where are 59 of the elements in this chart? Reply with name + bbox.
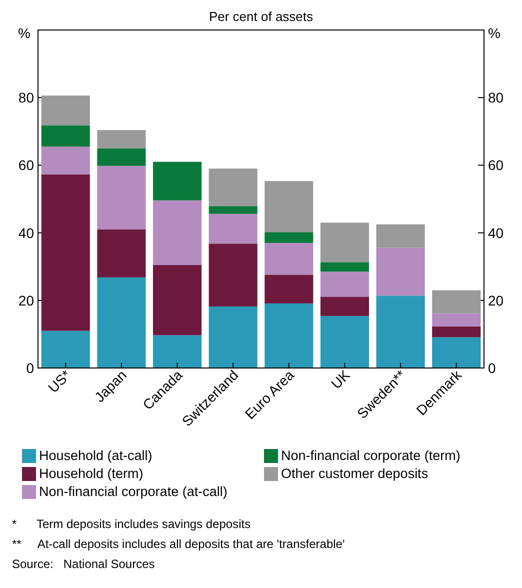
y-axis-title: %	[18, 25, 30, 41]
bar	[208, 214, 258, 244]
bar	[264, 181, 314, 232]
bar	[97, 229, 146, 278]
y-tick-label: 0	[26, 360, 34, 376]
bar	[320, 316, 370, 368]
bar	[152, 200, 202, 265]
bar	[432, 326, 481, 338]
bar	[432, 290, 481, 314]
legend-label: Household (term)	[39, 466, 144, 481]
bar	[41, 96, 90, 126]
bar	[376, 296, 425, 368]
x-tick-label: UK	[328, 366, 354, 392]
legend-label: Non-financial corporate (term)	[281, 448, 460, 463]
chart-title: Per cent of assets	[208, 9, 314, 24]
bar	[41, 125, 90, 147]
bar	[320, 272, 370, 297]
y2-tick-label: 40	[488, 224, 504, 241]
bar	[97, 130, 146, 148]
y2-tick-label: 80	[488, 90, 504, 106]
bar	[432, 313, 481, 326]
bar	[208, 168, 258, 206]
bar	[152, 264, 202, 336]
text: ** At-call deposits includes all deposits that are 'transferable'	[12, 537, 345, 551]
bar	[432, 337, 481, 368]
bar	[264, 232, 314, 243]
y-tick-label: 60	[18, 157, 34, 174]
bar	[208, 244, 258, 306]
bar	[97, 148, 146, 166]
bar	[320, 262, 370, 272]
bar	[152, 335, 202, 368]
y2-tick-label: 0	[488, 360, 496, 376]
y-tick-label: 40	[18, 224, 34, 241]
bar	[320, 222, 370, 262]
bar	[264, 274, 314, 304]
y2-axis-title: %	[488, 25, 500, 41]
bar	[208, 206, 258, 214]
bar	[97, 277, 146, 368]
source-note: Source: National Sources	[12, 557, 155, 571]
text: * Term deposits includes savings deposits	[12, 517, 251, 531]
bar	[41, 146, 90, 174]
bar	[97, 166, 146, 230]
bar	[41, 330, 90, 368]
bar	[320, 296, 370, 316]
bar	[41, 174, 90, 331]
legend-label: Non-financial corporate (at-call)	[39, 484, 228, 499]
bar	[264, 242, 314, 275]
y-tick-label: 20	[18, 292, 34, 308]
bar	[264, 303, 314, 368]
y2-tick-label: 20	[488, 292, 504, 308]
y2-tick-label: 60	[488, 157, 504, 174]
y-tick-label: 80	[18, 90, 34, 106]
legend-label: Other customer deposits	[281, 466, 428, 481]
bar	[152, 162, 202, 200]
bar	[208, 306, 258, 368]
x-tick-label: US*	[44, 366, 74, 396]
legend-label: Household (at-call)	[39, 448, 152, 463]
bar	[376, 248, 425, 296]
bar	[376, 224, 425, 248]
